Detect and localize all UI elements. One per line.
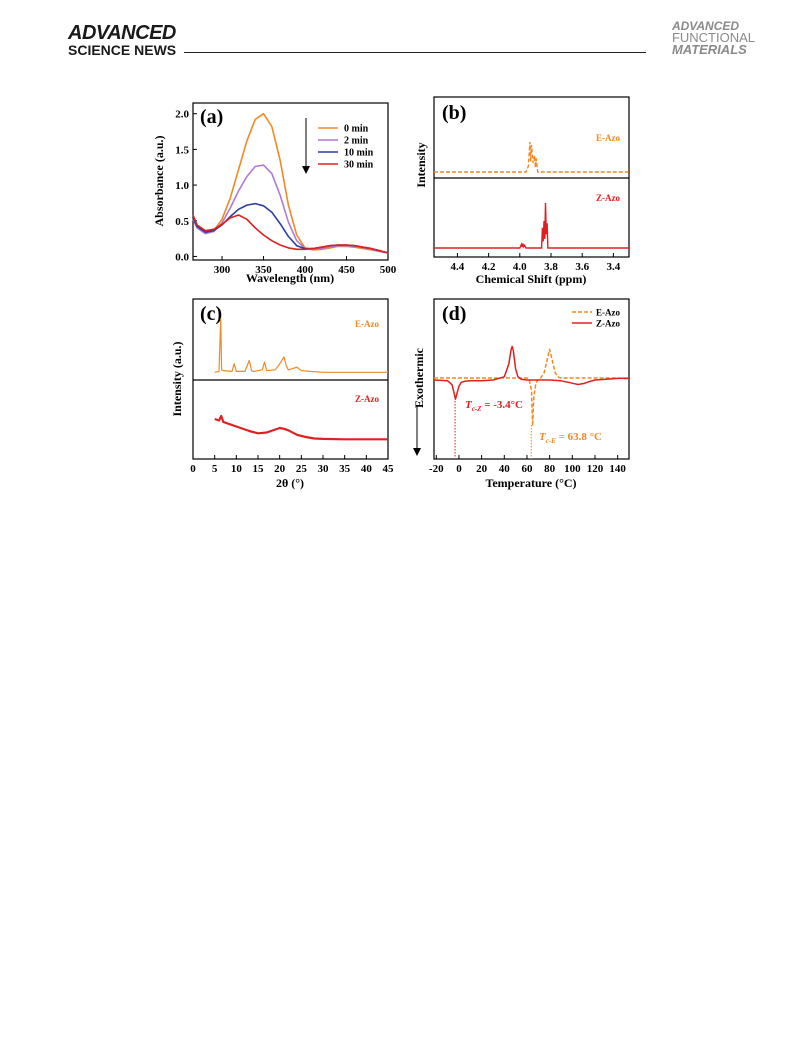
panel-d-annotation-label: Tc-Z = -3.4°C [465, 399, 523, 413]
panel-c-label: (c) [200, 303, 222, 325]
panel-c-series-line [214, 414, 388, 441]
panel-d-legend-label: Z-Azo [596, 319, 620, 329]
panel-c-xtick-label: 20 [274, 463, 286, 475]
panel-a-xtick-label: 450 [338, 264, 355, 276]
panel-d-xtick-label: 140 [609, 463, 626, 475]
panel-b-xtick-label: 4.2 [482, 261, 496, 273]
panel-b-lines [434, 141, 629, 249]
panel-b-xtick-label: 3.8 [544, 261, 558, 273]
panel-c-xtick-label: 0 [190, 463, 196, 475]
header-rule [184, 52, 646, 53]
panel-c-xtick-label: 40 [361, 463, 373, 475]
panel-c-xtick-label: 30 [318, 463, 330, 475]
panel-b-series-line [434, 202, 629, 249]
panel-c-xlabel: 2θ (°) [276, 476, 304, 490]
panel-c-label-e-azo: E-Azo [355, 319, 379, 329]
panel-b-series-line [434, 141, 629, 173]
panel-c-series-line [214, 318, 388, 373]
panel-d-annotation-label: Tc-E = 63.8 °C [539, 431, 602, 445]
panel-a-ytick-label: 1.5 [175, 144, 189, 156]
brand-right-functional: FUNCTIONAL [671, 30, 755, 45]
panel-b-ylabel: Intensity [414, 142, 428, 187]
panel-d-xtick-label: 120 [587, 463, 604, 475]
panel-d-series-line [434, 348, 630, 427]
panel-d-lines [433, 345, 630, 427]
panel-d-xtick-label: -20 [429, 463, 444, 475]
panel-a-legend-label: 2 min [344, 136, 369, 147]
panel-d-xticks: -20 0 20 40 60 80 100 120 140 [429, 455, 626, 475]
panel-a-legend-label: 0 min [344, 124, 369, 135]
panel-a-label: (a) [200, 106, 223, 128]
panel-d-annotations: Tc-Z = -3.4°C Tc-E = 63.8 °C [454, 398, 602, 459]
panel-c-xtick-label: 5 [212, 463, 218, 475]
panel-b-frame [433, 96, 630, 258]
panel-a-frame [192, 102, 389, 261]
panel-b-label-e-azo: E-Azo [596, 133, 620, 143]
panel-a-xtick-label: 300 [214, 264, 231, 276]
brand-advanced: ADVANCED [68, 22, 176, 44]
panel-c-xtick-label: 25 [296, 463, 308, 475]
panel-a: (a) 0.0 0.5 1.0 1.5 2.0 300 350 400 450 500 0 mi… [152, 102, 397, 285]
journal-brand-left: ADVANCED SCIENCE NEWS [68, 22, 177, 58]
panel-a-xlabel: Wavelength (nm) [246, 271, 334, 285]
panel-d-xlabel: Temperature (°C) [485, 476, 576, 490]
panel-b-xlabel: Chemical Shift (ppm) [476, 272, 587, 286]
panel-d-series-line [433, 345, 630, 400]
panel-b-xtick-label: 4.0 [513, 261, 527, 273]
panel-a-ytick-label: 0.0 [175, 251, 189, 263]
brand-science-news: SCIENCE NEWS [68, 42, 177, 58]
panel-d-label: (d) [442, 303, 466, 325]
panel-b-xtick-label: 4.4 [451, 261, 465, 273]
panel-c-lines [214, 318, 388, 441]
panel-c: (c) 0 5 10 15 20 25 30 35 40 45 E-Azo Z-Azo 2θ (°… [170, 298, 394, 490]
panel-a-xtick-label: 500 [380, 264, 397, 276]
panel-c-xtick-label: 45 [383, 463, 395, 475]
panel-b-xtick-label: 3.4 [607, 261, 621, 273]
panel-a-series-line [192, 214, 389, 254]
panel-d-legend-label: E-Azo [596, 308, 620, 318]
panel-a-ytick-label: 1.0 [175, 180, 189, 192]
panel-c-ylabel: Intensity (a.u.) [170, 341, 184, 416]
panel-a-xticks: 300 350 400 450 500 [214, 256, 397, 276]
panel-c-label-z-azo: Z-Azo [355, 394, 379, 404]
panel-a-legend-label: 10 min [344, 148, 374, 159]
panel-a-ytick-label: 0.5 [175, 216, 189, 228]
panel-b-xtick-label: 3.6 [575, 261, 589, 273]
panel-d-xtick-label: 20 [476, 463, 488, 475]
panel-d-xtick-label: 40 [499, 463, 511, 475]
panel-d-xtick-label: 100 [564, 463, 581, 475]
panel-b-label: (b) [442, 102, 466, 124]
panel-d-xtick-label: 80 [544, 463, 556, 475]
panel-b: (b) 4.4 4.2 4.0 3.8 3.6 3.4 E-Azo Z-Azo Chemi… [414, 96, 630, 286]
panel-d-xtick-label: 60 [521, 463, 533, 475]
panel-a-ytick-label: 2.0 [175, 109, 189, 121]
panel-a-legend-label: 30 min [344, 160, 374, 171]
panel-b-xticks: 4.4 4.2 4.0 3.8 3.6 3.4 [451, 253, 621, 273]
panel-d-xtick-label: 0 [456, 463, 462, 475]
panel-a-lines [192, 112, 389, 254]
panel-b-label-z-azo: Z-Azo [596, 193, 620, 203]
brand-right-materials: MATERIALS [671, 42, 747, 57]
panel-c-xtick-label: 35 [339, 463, 351, 475]
panel-c-xtick-label: 10 [231, 463, 243, 475]
panel-c-xtick-label: 15 [253, 463, 265, 475]
panel-a-ylabel: Absorbance (a.u.) [152, 135, 166, 226]
panel-d-ylabel: Exothermic [412, 347, 426, 408]
journal-brand-right: ADVANCED FUNCTIONAL MATERIALS [672, 20, 755, 56]
brand-right-advanced: ADVANCED [671, 19, 740, 33]
panel-a-xtick-label: 400 [297, 264, 314, 276]
panel-c-xticks: 0 5 10 15 20 25 30 35 40 45 [190, 455, 394, 475]
panel-c-frame [192, 298, 389, 460]
panel-a-yticks: 0.0 0.5 1.0 1.5 2.0 [175, 109, 197, 263]
panel-a-xtick-label: 350 [255, 264, 272, 276]
